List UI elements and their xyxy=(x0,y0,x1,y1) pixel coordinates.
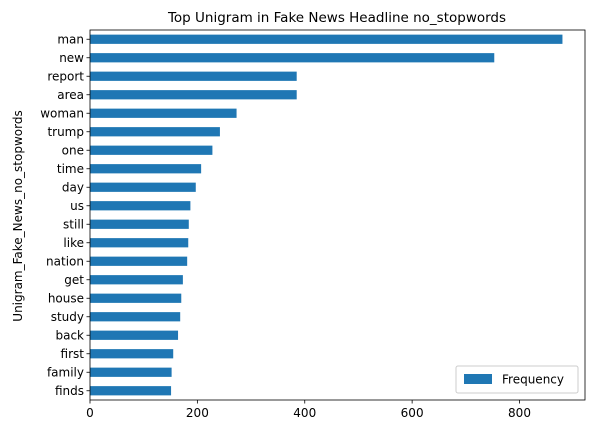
y-tick-label-one: one xyxy=(62,143,84,157)
y-axis-ticks: man new report area woman trump one time day us st… xyxy=(40,32,90,398)
y-tick-label-area: area xyxy=(57,88,84,102)
x-tick-label-400: 400 xyxy=(293,406,316,420)
bar-house xyxy=(90,293,182,303)
bar-first xyxy=(90,349,174,359)
y-axis-label: Unigram_Fake_News_no_stopwords xyxy=(11,110,25,321)
bar-area xyxy=(90,90,297,100)
y-tick-label-report: report xyxy=(47,69,84,83)
y-tick-label-family: family xyxy=(47,365,84,379)
bar-woman xyxy=(90,108,237,118)
legend: Frequency xyxy=(455,365,579,394)
bar-man xyxy=(90,34,563,44)
bar-back xyxy=(90,330,179,340)
bars-group xyxy=(90,34,563,396)
x-axis-ticks: 0 200 400 600 800 xyxy=(86,400,531,420)
bar-nation xyxy=(90,256,188,266)
y-tick-label-still: still xyxy=(63,217,84,231)
bar-family xyxy=(90,367,172,377)
bar-us xyxy=(90,201,191,211)
y-tick-label-day: day xyxy=(62,180,84,194)
y-tick-label-study: study xyxy=(51,310,84,324)
y-tick-label-like: like xyxy=(63,236,84,250)
bar-one xyxy=(90,145,213,155)
legend-label-frequency: Frequency xyxy=(502,373,564,387)
legend-swatch-frequency xyxy=(464,374,492,384)
y-tick-label-first: first xyxy=(61,347,85,361)
bar-get xyxy=(90,275,183,285)
bar-study xyxy=(90,312,181,322)
bar-like xyxy=(90,238,189,248)
y-tick-label-finds: finds xyxy=(55,384,84,398)
y-tick-label-nation: nation xyxy=(46,254,84,268)
y-tick-label-new: new xyxy=(59,51,84,65)
y-tick-label-man: man xyxy=(57,32,84,46)
bar-time xyxy=(90,164,202,174)
bar-new xyxy=(90,53,495,63)
bar-report xyxy=(90,71,297,81)
chart-title: Top Unigram in Fake News Headline no_sto… xyxy=(167,10,506,26)
x-tick-label-600: 600 xyxy=(401,406,424,420)
y-tick-label-us: us xyxy=(70,199,84,213)
y-tick-label-woman: woman xyxy=(40,106,84,120)
x-tick-label-800: 800 xyxy=(508,406,531,420)
bar-day xyxy=(90,182,196,192)
bar-still xyxy=(90,219,189,229)
plot-frame xyxy=(89,29,586,401)
x-tick-label-200: 200 xyxy=(186,406,209,420)
legend-box xyxy=(455,365,579,394)
x-tick-label-0: 0 xyxy=(86,406,94,420)
y-tick-label-house: house xyxy=(48,291,84,305)
bar-finds xyxy=(90,386,172,396)
y-tick-label-time: time xyxy=(57,162,84,176)
y-tick-label-trump: trump xyxy=(47,125,84,139)
y-tick-label-get: get xyxy=(64,273,84,287)
y-tick-label-back: back xyxy=(55,328,84,342)
bar-trump xyxy=(90,127,220,137)
